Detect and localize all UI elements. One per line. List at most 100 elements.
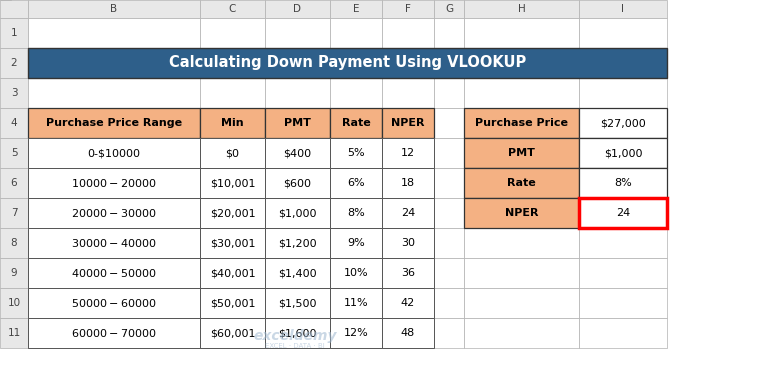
Text: 6%: 6%	[347, 178, 365, 188]
Text: 8%: 8%	[347, 208, 365, 218]
Bar	[265, 168, 330, 198]
Bar	[330, 18, 382, 48]
Bar	[28, 18, 200, 48]
Bar	[579, 78, 667, 108]
Bar	[464, 138, 579, 168]
Text: F: F	[405, 4, 411, 14]
Text: $40,001: $40,001	[209, 268, 255, 278]
Bar	[382, 48, 434, 78]
Bar	[464, 168, 579, 198]
Bar	[28, 138, 200, 168]
Bar	[434, 228, 464, 258]
Bar	[464, 198, 579, 228]
Bar	[265, 198, 330, 228]
Bar	[28, 258, 200, 288]
Bar	[265, 18, 330, 48]
Bar	[330, 318, 382, 348]
Bar	[0, 228, 28, 258]
Bar	[200, 258, 265, 288]
Bar	[382, 318, 434, 348]
Bar	[330, 108, 382, 138]
Bar	[579, 168, 667, 198]
Text: $27,000: $27,000	[600, 118, 646, 128]
Text: 5%: 5%	[347, 148, 365, 158]
Bar	[382, 288, 434, 318]
Bar	[200, 228, 265, 258]
Bar	[579, 138, 667, 168]
Text: $400: $400	[284, 148, 311, 158]
Bar	[382, 318, 434, 348]
Text: PMT: PMT	[508, 148, 535, 158]
Bar	[434, 48, 464, 78]
Bar	[330, 258, 382, 288]
Bar	[434, 18, 464, 48]
Bar	[200, 168, 265, 198]
Bar	[28, 258, 200, 288]
Text: 12: 12	[401, 148, 415, 158]
Bar	[265, 258, 330, 288]
Bar	[579, 198, 667, 228]
Bar	[330, 288, 382, 318]
Text: $0: $0	[225, 148, 239, 158]
Bar	[330, 258, 382, 288]
Bar	[434, 0, 464, 18]
Text: 5: 5	[11, 148, 18, 158]
Text: 12%: 12%	[344, 328, 368, 338]
Text: E: E	[353, 4, 359, 14]
Bar	[330, 318, 382, 348]
Bar	[434, 198, 464, 228]
Bar	[330, 198, 382, 228]
Bar	[265, 228, 330, 258]
Bar	[330, 168, 382, 198]
Bar	[464, 78, 579, 108]
Bar	[579, 318, 667, 348]
Bar	[28, 288, 200, 318]
Bar	[579, 48, 667, 78]
Bar	[579, 258, 667, 288]
Text: 0-$10000: 0-$10000	[87, 148, 140, 158]
Text: $1,000: $1,000	[604, 148, 642, 158]
Bar	[265, 288, 330, 318]
Bar	[330, 288, 382, 318]
Bar	[330, 78, 382, 108]
Bar	[464, 48, 579, 78]
Text: D: D	[294, 4, 301, 14]
Text: Rate: Rate	[507, 178, 536, 188]
Bar	[28, 48, 200, 78]
Bar	[0, 108, 28, 138]
Text: $60,001: $60,001	[209, 328, 255, 338]
Text: $20,001: $20,001	[209, 208, 255, 218]
Bar	[464, 108, 579, 138]
Bar	[200, 138, 265, 168]
Bar	[265, 108, 330, 138]
Text: I: I	[621, 4, 624, 14]
Bar	[265, 0, 330, 18]
Text: 36: 36	[401, 268, 415, 278]
Bar	[434, 288, 464, 318]
Text: 1: 1	[11, 28, 18, 38]
Bar	[200, 198, 265, 228]
Bar	[464, 318, 579, 348]
Bar	[0, 48, 28, 78]
Bar	[28, 318, 200, 348]
Bar	[200, 78, 265, 108]
Bar	[200, 108, 265, 138]
Text: Rate: Rate	[341, 118, 370, 128]
Bar	[579, 228, 667, 258]
Bar	[434, 108, 464, 138]
Text: $30000-$40000: $30000-$40000	[71, 237, 156, 249]
Bar	[382, 258, 434, 288]
Text: 48: 48	[401, 328, 415, 338]
Bar	[265, 78, 330, 108]
Bar	[330, 138, 382, 168]
Bar	[330, 48, 382, 78]
Text: $60000-$70000: $60000-$70000	[71, 327, 156, 339]
Text: $50,001: $50,001	[209, 298, 255, 308]
Bar	[0, 18, 28, 48]
Text: NPER: NPER	[391, 118, 425, 128]
Text: $10000-$20000: $10000-$20000	[71, 177, 156, 189]
Bar	[28, 228, 200, 258]
Bar	[200, 258, 265, 288]
Bar	[28, 228, 200, 258]
Bar	[434, 168, 464, 198]
